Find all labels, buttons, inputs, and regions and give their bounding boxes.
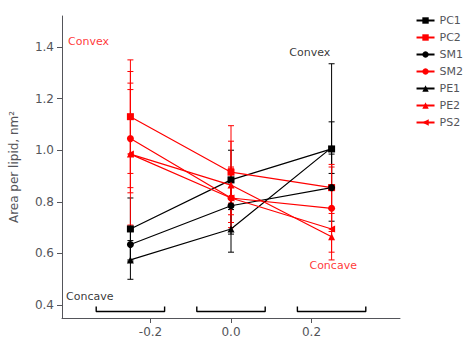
svg-text:PC1: PC1 (440, 14, 461, 27)
svg-text:SM1: SM1 (440, 48, 463, 61)
svg-text:0.6: 0.6 (35, 246, 54, 260)
svg-text:Concave: Concave (66, 290, 114, 303)
svg-text:0.2: 0.2 (302, 325, 321, 339)
svg-text:1.4: 1.4 (35, 40, 54, 54)
svg-text:0.4: 0.4 (35, 298, 54, 312)
svg-text:0.8: 0.8 (35, 195, 54, 209)
svg-text:PS2: PS2 (440, 116, 461, 129)
svg-text:0.0: 0.0 (221, 325, 240, 339)
svg-text:Convex: Convex (289, 46, 330, 59)
svg-text:-0.2: -0.2 (139, 325, 162, 339)
svg-text:Concave: Concave (309, 259, 357, 272)
svg-text:Area per lipid, nm²: Area per lipid, nm² (7, 111, 21, 223)
svg-text:PE1: PE1 (440, 82, 461, 95)
svg-text:Convex: Convex (68, 35, 109, 48)
svg-text:1.2: 1.2 (35, 92, 54, 106)
svg-text:SM2: SM2 (440, 65, 463, 78)
svg-text:1.0: 1.0 (35, 143, 54, 157)
svg-text:PE2: PE2 (440, 99, 461, 112)
svg-text:PC2: PC2 (440, 31, 461, 44)
